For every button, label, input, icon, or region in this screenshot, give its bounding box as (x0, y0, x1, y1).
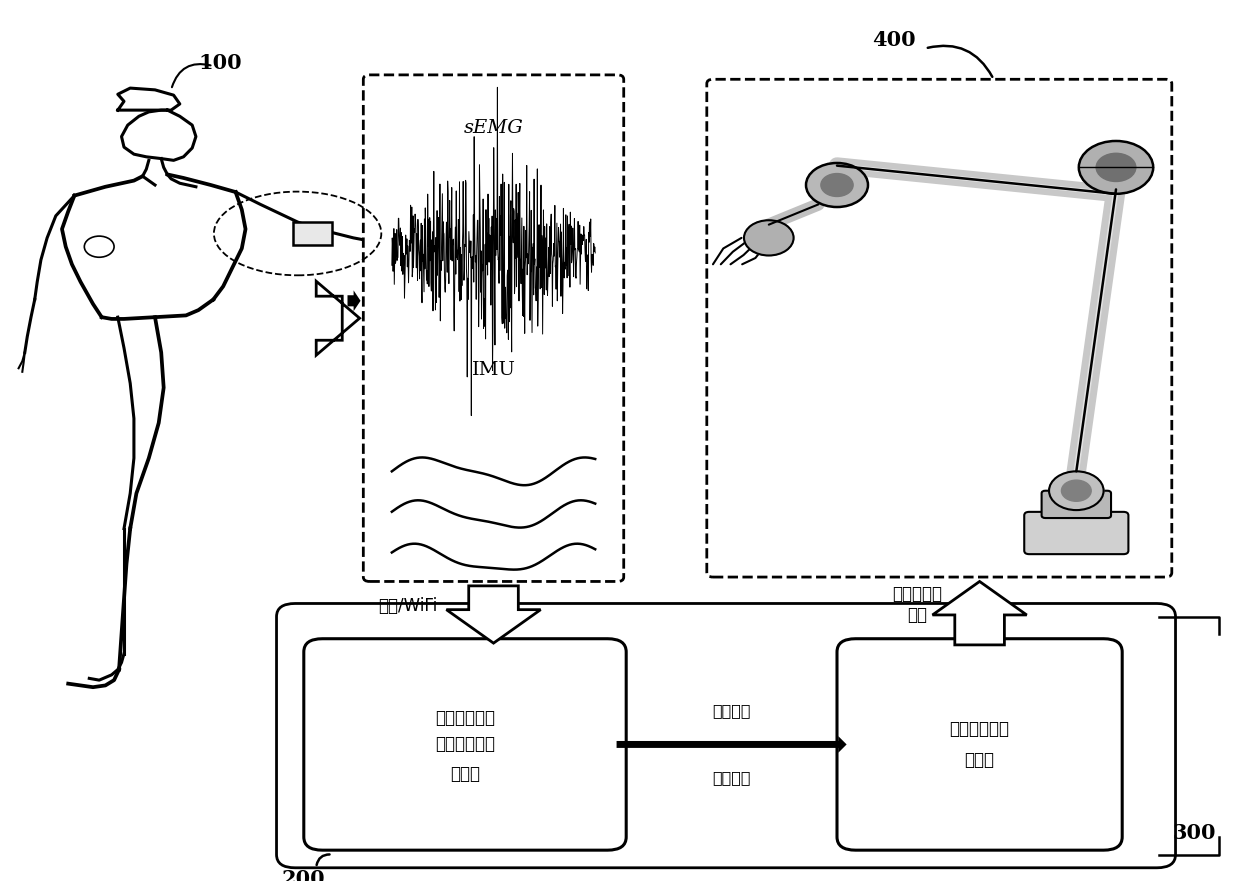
Text: 制模块: 制模块 (965, 751, 994, 769)
Circle shape (1061, 480, 1091, 501)
FancyBboxPatch shape (837, 639, 1122, 850)
Circle shape (1096, 153, 1136, 181)
Text: 手臂姿态: 手臂姿态 (712, 770, 751, 786)
Text: 与手臂姿态解: 与手臂姿态解 (435, 736, 495, 753)
FancyBboxPatch shape (1024, 512, 1128, 554)
FancyBboxPatch shape (363, 75, 624, 581)
Circle shape (744, 220, 794, 255)
Text: 动作模式: 动作模式 (712, 703, 751, 719)
Text: IMU: IMU (471, 361, 516, 379)
Circle shape (821, 174, 853, 196)
FancyBboxPatch shape (1042, 491, 1111, 518)
Text: sEMG: sEMG (464, 119, 523, 137)
Polygon shape (316, 281, 360, 355)
Circle shape (1079, 141, 1153, 194)
FancyBboxPatch shape (293, 222, 332, 245)
Polygon shape (446, 586, 541, 643)
FancyBboxPatch shape (304, 639, 626, 850)
Text: 300: 300 (1172, 823, 1216, 842)
Text: 自然手势识别: 自然手势识别 (435, 709, 495, 727)
Text: 200: 200 (281, 870, 326, 881)
Text: 蓝牙/WiFi: 蓝牙/WiFi (378, 596, 438, 615)
Text: 400: 400 (872, 30, 916, 49)
Text: 析模块: 析模块 (450, 765, 480, 782)
FancyBboxPatch shape (707, 79, 1172, 577)
Text: 机械臂运动控: 机械臂运动控 (950, 720, 1009, 737)
Text: 100: 100 (198, 54, 243, 73)
Polygon shape (932, 581, 1027, 645)
Circle shape (806, 163, 868, 207)
Text: 机械臂控制
信息: 机械臂控制 信息 (893, 585, 942, 624)
Circle shape (1049, 471, 1104, 510)
